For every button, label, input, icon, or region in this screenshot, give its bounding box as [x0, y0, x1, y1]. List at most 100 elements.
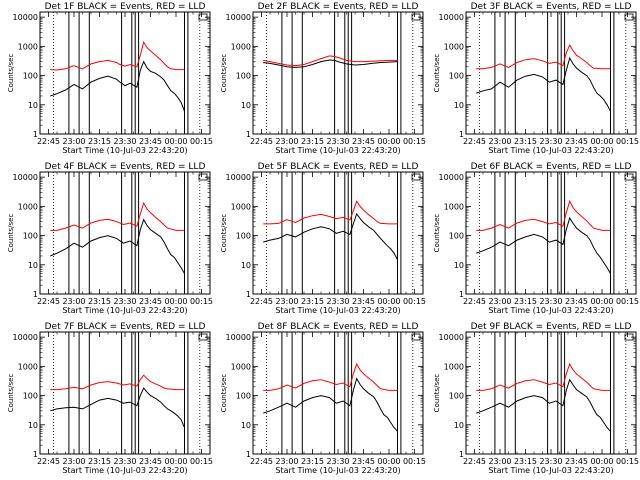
y-axis-label: Counts/sec: [220, 214, 228, 253]
x-tick-label: 22:45: [463, 457, 486, 466]
x-tick-label: 23:15: [301, 457, 324, 466]
panel-5: Det 5F BLACK = Events, RED = LLD 1 10 100 10…: [220, 162, 426, 315]
events-series-line: [50, 60, 185, 112]
x-axis-label: Start Time (10-Jul-03 22:43:20): [488, 146, 613, 155]
x-tick-label: 23:45: [352, 457, 375, 466]
events-series-line: [263, 377, 398, 432]
x-tick-label: 00:15: [190, 137, 213, 146]
y-tick-label: 1: [33, 130, 38, 139]
y-tick-label: 1000: [18, 362, 38, 371]
x-tick-label: 23:45: [565, 297, 588, 306]
panel-title: Det 5F BLACK = Events, RED = LLD: [258, 162, 419, 172]
x-tick-label: 23:30: [113, 457, 136, 466]
y-tick-label: 100: [23, 392, 38, 401]
y-tick-label: 10000: [226, 13, 251, 22]
panel-9: Det 9F BLACK = Events, RED = LLD 1 10 100 10…: [433, 322, 639, 475]
y-tick-label: 1000: [231, 42, 251, 51]
x-tick-label: 23:00: [275, 457, 298, 466]
x-tick-label: 23:00: [62, 457, 85, 466]
x-tick-label: 23:45: [139, 137, 162, 146]
x-tick-label: 23:15: [514, 457, 537, 466]
x-tick-label: 22:45: [250, 457, 273, 466]
x-tick-label: 00:00: [590, 137, 613, 146]
legend-box: [411, 333, 421, 341]
x-tick-label: 23:30: [539, 297, 562, 306]
y-axis-label: Counts/sec: [220, 374, 228, 413]
y-axis-label: Counts/sec: [433, 374, 441, 413]
x-tick-label: 00:15: [403, 137, 426, 146]
x-tick-label: 23:45: [565, 457, 588, 466]
x-tick-label: 23:00: [62, 137, 85, 146]
y-tick-label: 1: [459, 290, 464, 299]
x-tick-label: 22:45: [250, 137, 273, 146]
y-tick-label: 1000: [18, 202, 38, 211]
events-series-line: [476, 56, 611, 112]
x-tick-label: 23:30: [326, 137, 349, 146]
y-tick-label: 10: [241, 261, 251, 270]
x-tick-label: 00:15: [403, 297, 426, 306]
x-axis-label: Start Time (10-Jul-03 22:43:20): [275, 466, 400, 475]
panel-8: Det 8F BLACK = Events, RED = LLD 1 10 100 10…: [220, 322, 426, 475]
y-tick-label: 1: [459, 130, 464, 139]
panel-title: Det 4F BLACK = Events, RED = LLD: [45, 162, 206, 172]
y-tick-label: 100: [236, 72, 251, 81]
y-tick-label: 10000: [226, 333, 251, 342]
y-tick-label: 10000: [439, 173, 464, 182]
legend-box: [198, 333, 208, 341]
events-series-line: [50, 218, 185, 274]
y-tick-label: 100: [449, 72, 464, 81]
lld-series-line: [476, 362, 611, 391]
panel-7: Det 7F BLACK = Events, RED = LLD 1 10 100 10…: [7, 322, 213, 475]
y-tick-label: 10000: [439, 13, 464, 22]
y-tick-label: 10: [28, 421, 38, 430]
x-tick-label: 23:30: [326, 457, 349, 466]
y-tick-label: 100: [236, 232, 251, 241]
panel-1: Det 1F BLACK = Events, RED = LLD 1 10 100 10…: [7, 2, 213, 155]
events-series-line: [263, 212, 398, 260]
x-tick-label: 23:30: [539, 457, 562, 466]
x-tick-label: 22:45: [463, 137, 486, 146]
x-tick-label: 23:15: [88, 137, 111, 146]
panel-4: Det 4F BLACK = Events, RED = LLD 1 10 100 10…: [7, 162, 213, 315]
x-tick-label: 23:45: [565, 137, 588, 146]
panel-3: Det 3F BLACK = Events, RED = LLD 1 10 100 10…: [433, 2, 639, 155]
y-tick-label: 10000: [13, 173, 38, 182]
y-tick-label: 1000: [231, 202, 251, 211]
legend-box: [624, 173, 634, 181]
y-tick-label: 10: [28, 261, 38, 270]
x-axis-label: Start Time (10-Jul-03 22:43:20): [275, 146, 400, 155]
y-tick-label: 10000: [439, 333, 464, 342]
x-tick-label: 22:45: [250, 297, 273, 306]
panel-2: Det 2F BLACK = Events, RED = LLD 1 10 100 10…: [220, 2, 426, 155]
x-tick-label: 23:30: [113, 137, 136, 146]
lld-series-line: [476, 44, 611, 70]
y-axis-label: Counts/sec: [433, 54, 441, 93]
y-tick-label: 1000: [444, 202, 464, 211]
y-tick-label: 100: [236, 392, 251, 401]
panel-title: Det 6F BLACK = Events, RED = LLD: [471, 162, 632, 172]
legend-box: [411, 173, 421, 181]
x-tick-label: 23:30: [326, 297, 349, 306]
x-tick-label: 00:00: [164, 297, 187, 306]
y-tick-label: 1: [246, 290, 251, 299]
y-tick-label: 10: [241, 101, 251, 110]
x-tick-label: 23:15: [88, 297, 111, 306]
events-series-line: [50, 387, 185, 428]
x-tick-label: 22:45: [37, 297, 60, 306]
y-tick-label: 10000: [13, 13, 38, 22]
x-tick-label: 23:45: [352, 297, 375, 306]
y-axis-label: Counts/sec: [7, 374, 15, 413]
y-tick-label: 1000: [231, 362, 251, 371]
lld-series-line: [263, 200, 398, 225]
x-tick-label: 00:00: [164, 137, 187, 146]
y-tick-label: 1: [33, 450, 38, 459]
lld-series-line: [263, 55, 398, 67]
y-axis-label: Counts/sec: [7, 54, 15, 93]
legend-box: [411, 13, 421, 21]
panel-title: Det 2F BLACK = Events, RED = LLD: [258, 2, 419, 12]
y-tick-label: 10: [454, 101, 464, 110]
x-tick-label: 00:15: [190, 297, 213, 306]
x-tick-label: 00:15: [616, 457, 639, 466]
events-series-line: [476, 378, 611, 432]
